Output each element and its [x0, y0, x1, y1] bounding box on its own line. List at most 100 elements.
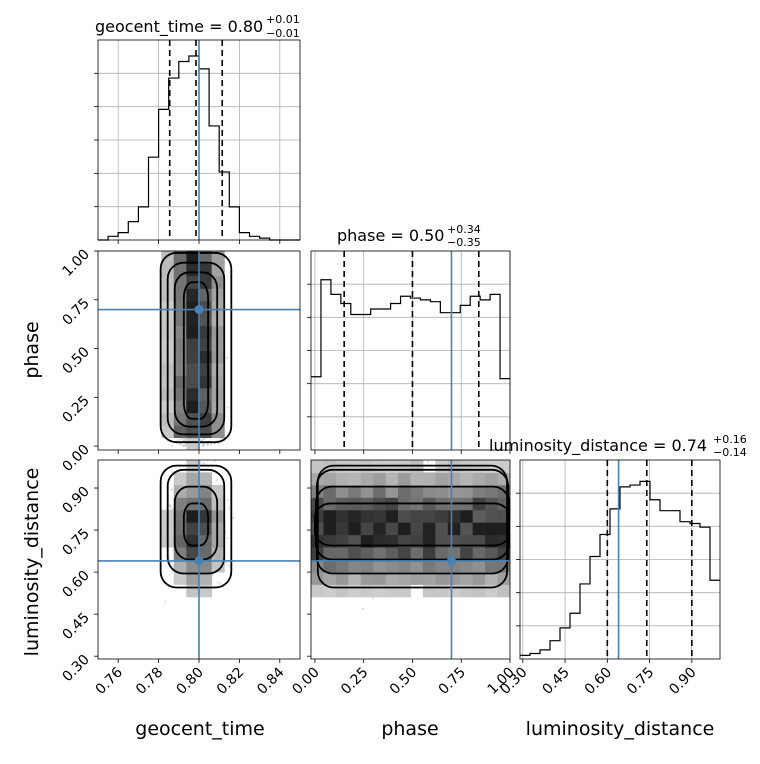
density-cell: [373, 571, 387, 585]
density-cell: [186, 251, 200, 264]
sample-point: [216, 581, 219, 584]
x-tick-label-phase: 0.50: [387, 665, 420, 698]
density-cell: [173, 362, 187, 376]
density-cell: [211, 559, 225, 573]
y-tick-label-luminosity_distance: 0.90: [59, 484, 92, 517]
density-cell: [186, 437, 200, 450]
density-cell: [211, 350, 225, 364]
density-cell: [385, 547, 399, 560]
density-cell: [472, 571, 486, 585]
sample-point: [180, 443, 183, 446]
y-tick-label-phase: 0.75: [59, 295, 92, 328]
ylabel-luminosity-distance: luminosity_distance: [21, 468, 43, 657]
scatter-phase-vs-geocent-time: [94, 250, 301, 454]
density-cell: [385, 509, 399, 523]
density-cell: [173, 472, 187, 486]
density-cell: [373, 522, 387, 536]
sample-point: [200, 438, 203, 442]
density-cell: [410, 571, 424, 585]
density-cell: [435, 571, 449, 585]
sample-point: [170, 488, 174, 491]
density-cell: [211, 400, 225, 414]
density-cell: [472, 509, 486, 523]
xlabel-luminosity-distance: luminosity_distance: [526, 718, 715, 740]
density-cell: [173, 571, 187, 585]
density-cell: [186, 375, 200, 389]
sample-point: [184, 444, 187, 447]
density-cell: [385, 534, 399, 548]
density-cell: [211, 300, 225, 314]
xlabel-geocent-time: geocent_time: [135, 718, 264, 740]
density-cell: [173, 559, 187, 573]
density-cell: [410, 547, 424, 560]
histogram-steps: [520, 480, 720, 656]
density-cell: [435, 472, 449, 486]
density-cell: [199, 375, 213, 389]
y-tick-label-phase: 1.00: [59, 247, 92, 280]
density-cell: [161, 263, 175, 277]
density-cell: [398, 547, 411, 560]
density-cell: [485, 484, 499, 498]
sample-point: [209, 443, 213, 446]
density-cell: [422, 509, 436, 523]
panel-frame: [519, 459, 721, 660]
sample-point: [226, 356, 229, 359]
density-cell: [447, 472, 461, 486]
density-cell: [385, 571, 399, 585]
density-cell: [348, 484, 362, 498]
density-cell: [472, 559, 486, 573]
sample-point: [171, 564, 175, 567]
x-tick-label-luminosity_distance: 0.90: [666, 665, 699, 698]
density-cell: [311, 584, 324, 598]
density-cell: [211, 263, 225, 277]
density-cell: [186, 484, 200, 498]
sample-point: [226, 498, 230, 501]
histogram-steps: [311, 279, 510, 380]
density-cell: [211, 338, 225, 351]
contour-line: [166, 261, 226, 436]
density-cell: [335, 584, 349, 598]
density-cell: [485, 534, 499, 548]
xlabel-phase: phase: [381, 718, 438, 740]
density-cell: [422, 559, 436, 573]
histogram-phase: [307, 250, 511, 454]
density-cell: [422, 584, 436, 598]
density-cell: [173, 251, 187, 264]
density-cell: [335, 472, 349, 486]
density-cell: [435, 559, 449, 573]
density-cell: [385, 559, 399, 573]
ylabel-phase: phase: [21, 321, 43, 378]
density-cell: [323, 509, 337, 523]
density-cell: [211, 387, 225, 401]
density-cell: [186, 325, 200, 339]
density-cell: [460, 559, 474, 573]
density-cell: [199, 497, 213, 511]
x-tick-label-phase: 0.25: [338, 665, 371, 698]
density-cell: [410, 472, 424, 486]
density-cell: [373, 484, 387, 498]
x-tick-label-phase: 0.75: [436, 665, 469, 698]
title-geocent-time: geocent_time = 0.80: [95, 17, 263, 37]
density-cell: [335, 522, 349, 536]
density-cell: [173, 325, 187, 339]
density-cell: [335, 559, 349, 573]
histogram-steps: [98, 55, 300, 241]
title-phase: phase = 0.50: [337, 226, 444, 245]
x-tick-label-luminosity_distance: 0.75: [624, 665, 657, 698]
density-cell: [348, 472, 362, 486]
sample-point: [182, 444, 186, 447]
density-cell: [373, 509, 387, 523]
density-cell: [199, 325, 213, 339]
density-cell: [485, 472, 499, 486]
density-cell: [435, 522, 449, 536]
density-cell: [410, 522, 424, 536]
density-cell: [460, 571, 474, 585]
panel-frame: [310, 250, 511, 451]
sample-point: [183, 437, 187, 441]
density-cell: [199, 387, 213, 401]
density-cell: [422, 472, 436, 486]
contour-line: [182, 502, 209, 547]
density-cell: [472, 547, 486, 560]
density-cell: [435, 484, 449, 498]
sample-point: [177, 438, 180, 442]
